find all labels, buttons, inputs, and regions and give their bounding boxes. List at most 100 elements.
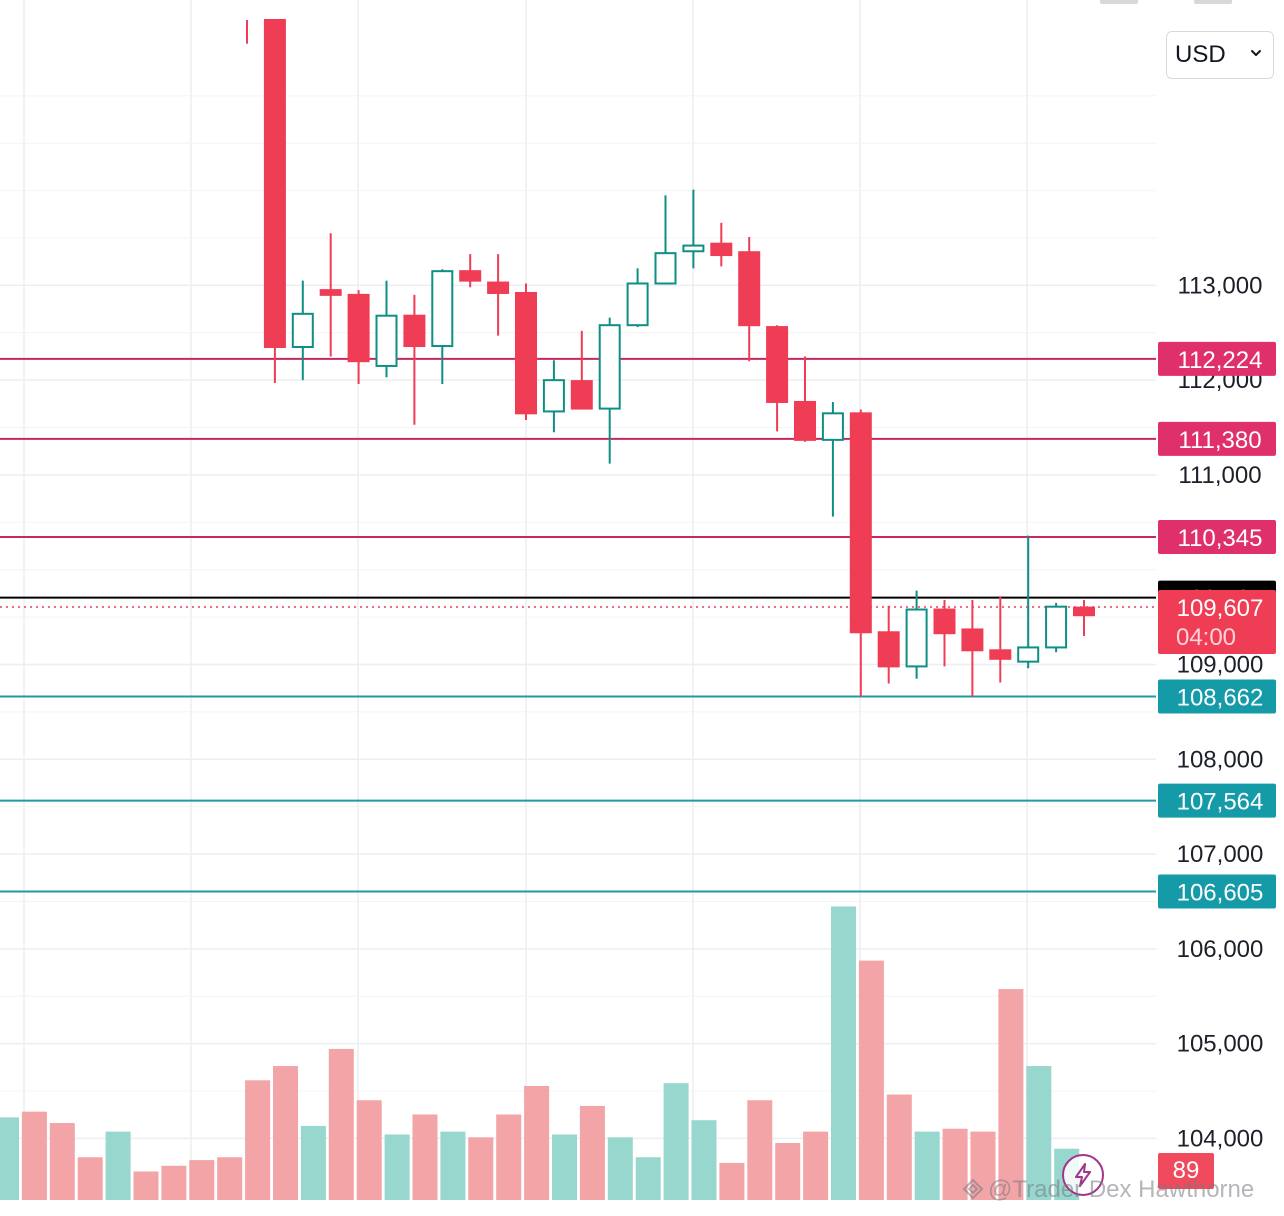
- candle-body: [459, 270, 482, 282]
- candle-body: [375, 314, 398, 367]
- volume-bar: [0, 1117, 19, 1200]
- diamond-logo-icon: [962, 1178, 984, 1200]
- candle-body: [347, 293, 370, 363]
- candle: [794, 356, 816, 442]
- volume-bar: [942, 1128, 968, 1200]
- candle-body: [933, 608, 956, 635]
- volume-bar: [579, 1105, 605, 1200]
- chevron-down-icon: [1251, 50, 1261, 56]
- currency-select-value: USD: [1175, 41, 1226, 68]
- candle: [1045, 602, 1068, 653]
- candle-body: [291, 312, 314, 348]
- candle: [598, 317, 621, 464]
- candle-body: [821, 412, 844, 441]
- volume-bar: [803, 1131, 829, 1200]
- price-axis-tick-label: 106,000: [1177, 936, 1264, 963]
- level-price-label-bg: [1158, 679, 1276, 714]
- candle-body: [263, 19, 286, 348]
- candle: [542, 360, 565, 433]
- price-levels: [0, 357, 1156, 893]
- volume-bar: [775, 1143, 801, 1200]
- level-price-label: 107,564: [1177, 789, 1264, 816]
- volume-bar: [356, 1100, 382, 1200]
- volume-bar: [635, 1157, 661, 1200]
- level-price-label: 111,380: [1178, 427, 1261, 454]
- candle-body: [710, 242, 733, 257]
- candle: [989, 596, 1012, 683]
- volume-bar: [49, 1123, 75, 1200]
- candle-body: [487, 281, 510, 294]
- volume-bar: [858, 960, 884, 1200]
- volume-bar: [1026, 1066, 1052, 1200]
- volume-bar: [105, 1131, 131, 1200]
- level-price-label: 112,224: [1178, 347, 1263, 374]
- candle: [487, 254, 510, 336]
- volume-bar: [607, 1137, 633, 1200]
- candle: [654, 195, 677, 285]
- candle-body: [542, 379, 565, 413]
- level-price-label-bg: [1158, 421, 1276, 456]
- lightning-bolt-icon[interactable]: [1062, 1154, 1104, 1196]
- volume-bars: [0, 906, 1080, 1200]
- candle-body: [1045, 605, 1068, 649]
- volume-bar: [524, 1086, 550, 1200]
- volume-bar: [217, 1157, 243, 1200]
- candle: [961, 600, 984, 697]
- volume-bar: [412, 1114, 438, 1200]
- candle: [933, 600, 956, 667]
- candle-body: [849, 412, 872, 634]
- volume-bar: [468, 1137, 494, 1200]
- volume-bar: [273, 1066, 298, 1200]
- candle: [403, 294, 426, 425]
- candle-body: [403, 314, 426, 348]
- volume-bar: [663, 1083, 689, 1200]
- candle: [821, 401, 844, 517]
- candle: [570, 330, 593, 410]
- candle: [459, 254, 482, 288]
- candles: [246, 19, 1095, 697]
- level-price-label-bg: [1158, 520, 1276, 555]
- price-axis-tick-label: 107,000: [1177, 841, 1264, 868]
- toolbar-edge-element: [1100, 0, 1138, 4]
- candle-body: [570, 380, 593, 410]
- price-axis-tick-label: 108,000: [1177, 746, 1264, 773]
- currency-select[interactable]: USD: [1166, 31, 1274, 79]
- level-price-label: 110,345: [1178, 525, 1263, 552]
- price-axis-tick-label: 113,000: [1178, 272, 1263, 299]
- candle-body: [431, 270, 454, 348]
- price-axis-tick-label: 111,000: [1178, 462, 1261, 489]
- candle-body: [961, 628, 984, 652]
- volume-bar: [21, 1111, 47, 1200]
- candle: [515, 283, 537, 420]
- candle: [291, 280, 314, 381]
- candle: [375, 280, 398, 378]
- candle: [319, 233, 342, 357]
- volume-bar: [189, 1160, 215, 1200]
- watermark: @Trader Dex Hawthorne: [962, 1176, 1254, 1204]
- volume-bar: [831, 906, 856, 1200]
- candle: [1017, 535, 1040, 669]
- volume-bar: [496, 1114, 522, 1200]
- candle-body: [1073, 606, 1095, 617]
- volume-bar: [328, 1048, 354, 1200]
- volume-bar: [245, 1080, 271, 1200]
- candle-body: [319, 289, 342, 296]
- volume-last-value-label: 89: [1158, 1153, 1214, 1189]
- candle-body: [877, 631, 900, 668]
- last-price-label-bg: [1158, 589, 1276, 654]
- candle-body: [905, 608, 928, 668]
- volume-bar: [440, 1131, 466, 1200]
- volume-bar: [747, 1100, 773, 1200]
- candle-body: [654, 252, 677, 285]
- watermark-text: @Trader Dex Hawthorne: [988, 1176, 1255, 1203]
- candle-body: [794, 400, 816, 441]
- last-price-label: 109,607: [1177, 595, 1264, 622]
- volume-bar: [998, 989, 1024, 1200]
- price-axis: 113,000112,000111,000109,000108,000107,0…: [1158, 272, 1276, 1152]
- candle-body: [989, 649, 1012, 660]
- level-price-label-bg: [1158, 783, 1276, 818]
- candle-body: [598, 324, 621, 410]
- price-axis-tick-label: 105,000: [1177, 1031, 1264, 1058]
